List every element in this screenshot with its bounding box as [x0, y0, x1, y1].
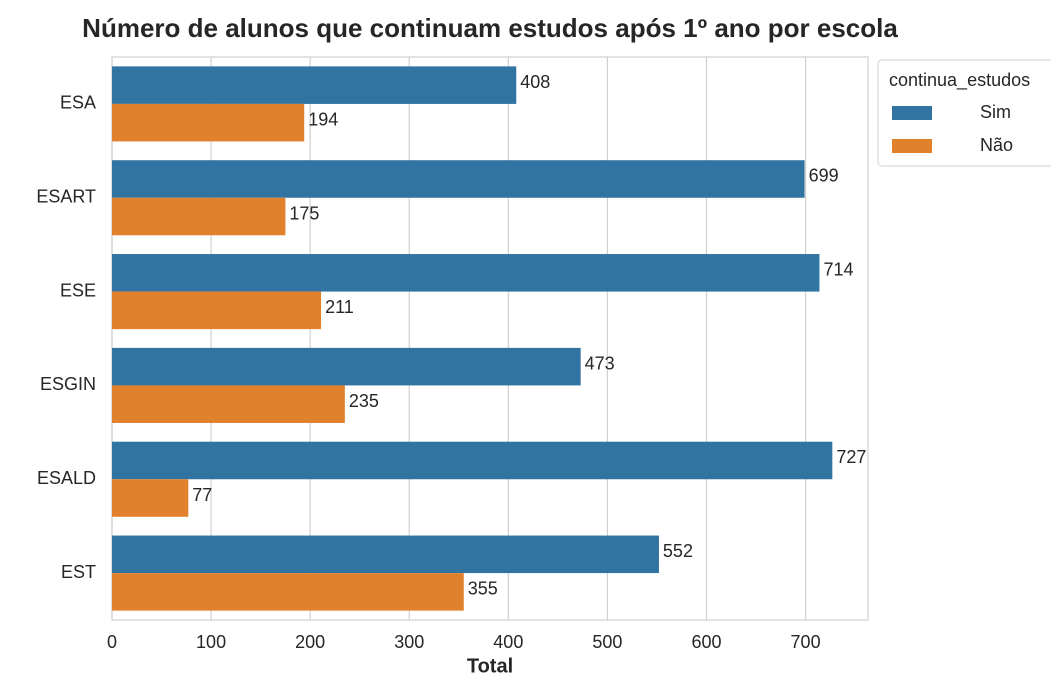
- y-tick-label: ESART: [36, 187, 96, 207]
- x-tick-label: 600: [691, 632, 721, 652]
- bar: [112, 441, 833, 480]
- bar: [112, 385, 345, 423]
- legend-title: continua_estudos: [889, 70, 1030, 91]
- bar: [112, 535, 659, 574]
- chart-title: Número de alunos que continuam estudos a…: [82, 13, 898, 43]
- x-tick-label: 100: [196, 632, 226, 652]
- bar: [112, 66, 517, 104]
- x-tick-label: 500: [592, 632, 622, 652]
- bar: [112, 573, 464, 611]
- bar: [112, 254, 820, 292]
- bar: [112, 103, 305, 142]
- data-label: 473: [585, 353, 615, 373]
- bar: [112, 479, 189, 517]
- bar: [112, 160, 805, 198]
- x-tick-label: 300: [394, 632, 424, 652]
- y-tick-label: ESA: [60, 93, 96, 113]
- x-tick-label: 200: [295, 632, 325, 652]
- x-tick-label: 0: [107, 632, 117, 652]
- y-tick-label: EST: [61, 562, 96, 582]
- data-label: 408: [520, 72, 550, 92]
- x-tick-label: 400: [493, 632, 523, 652]
- data-label: 552: [663, 541, 693, 561]
- y-tick-label: ESE: [60, 280, 96, 300]
- bar: [112, 197, 286, 236]
- legend-label: Sim: [980, 102, 1011, 122]
- data-label: 211: [325, 297, 354, 317]
- x-axis-label: Total: [467, 655, 513, 677]
- data-label: 355: [468, 579, 498, 599]
- data-label: 175: [289, 203, 319, 223]
- bar: [112, 291, 322, 330]
- y-tick-label: ESALD: [37, 468, 96, 488]
- y-tick-label: ESGIN: [40, 374, 96, 394]
- data-label: 727: [836, 447, 866, 467]
- x-tick-label: 700: [791, 632, 821, 652]
- data-label: 714: [823, 260, 853, 280]
- plot-frame: [111, 56, 869, 621]
- data-label: 235: [349, 391, 379, 411]
- legend-swatch: [892, 106, 932, 120]
- data-label: 194: [308, 109, 338, 129]
- data-label: 77: [192, 485, 212, 505]
- bar: [112, 347, 581, 386]
- data-label: 699: [809, 166, 839, 186]
- legend-label: Não: [980, 135, 1013, 155]
- legend-swatch: [892, 139, 932, 153]
